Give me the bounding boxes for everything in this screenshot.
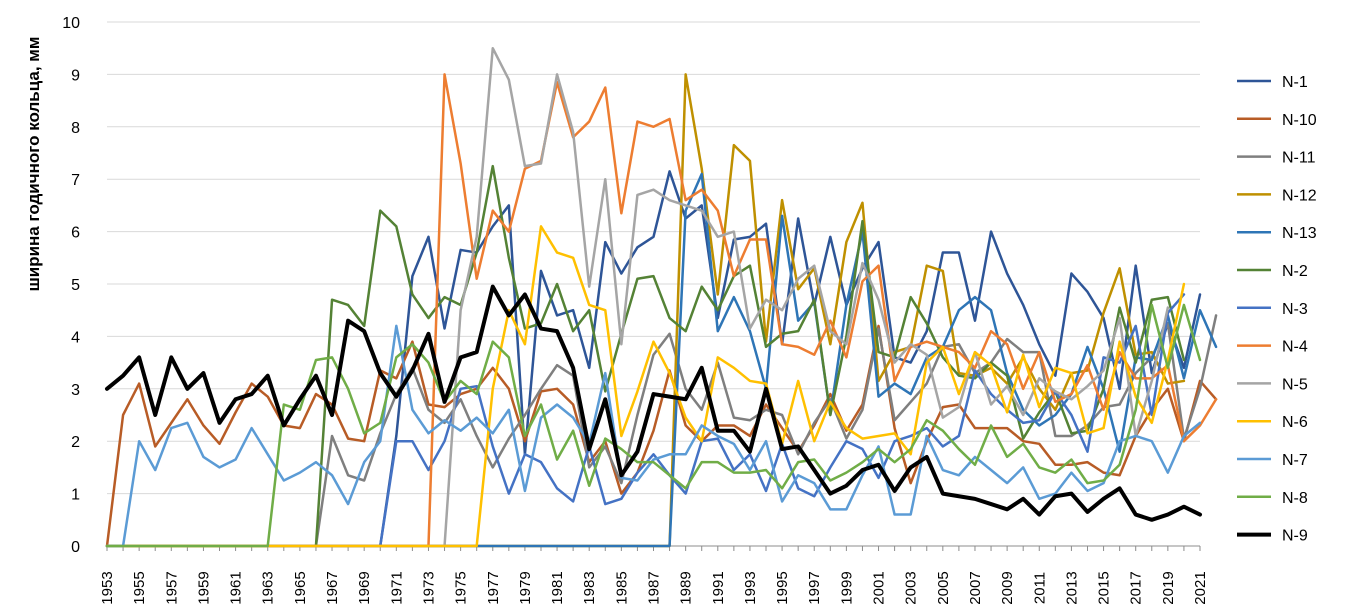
legend-label: N-4 bbox=[1282, 339, 1308, 356]
x-tick-label: 2015 bbox=[1096, 571, 1113, 604]
legend-item-n-7: N-7 bbox=[1237, 452, 1308, 469]
y-tick-label: 0 bbox=[71, 539, 80, 556]
legend-item-n-13: N-13 bbox=[1237, 225, 1317, 242]
x-tick-label: 2003 bbox=[903, 571, 920, 604]
legend-label: N-9 bbox=[1282, 528, 1308, 545]
y-tick-label: 1 bbox=[71, 487, 80, 504]
x-tick-label: 1997 bbox=[806, 571, 823, 604]
x-tick-label: 1957 bbox=[163, 571, 180, 604]
x-tick-label: 1963 bbox=[260, 571, 277, 604]
series-line-n-10 bbox=[105, 324, 1218, 548]
legend-label: N-8 bbox=[1282, 490, 1308, 507]
legend-item-n-3: N-3 bbox=[1237, 301, 1308, 318]
series-line-n-7 bbox=[105, 324, 1202, 548]
series-line-n-6 bbox=[105, 225, 1186, 548]
legend-label: N-1 bbox=[1282, 74, 1308, 91]
x-tick-label: 1987 bbox=[646, 571, 663, 604]
x-tick-label: 1995 bbox=[774, 571, 791, 604]
x-tick-labels: 1953 1955 1957 1959 1961 1963 1965 1967 1969 1971… bbox=[99, 571, 1209, 604]
series-line-n-8 bbox=[105, 303, 1202, 548]
x-tick-label: 1961 bbox=[228, 571, 245, 604]
x-tick-label: 2011 bbox=[1031, 572, 1048, 604]
x-tick-label: 2017 bbox=[1128, 571, 1145, 604]
legend-label: N-2 bbox=[1282, 263, 1308, 280]
x-tick-label: 1975 bbox=[453, 571, 470, 604]
legend: N-1 N-10 N-11 N-12 N-13 N-2 N-3 N-4 N-5 N-6 N-7 N-8… bbox=[1237, 74, 1317, 545]
legend-item-n-10: N-10 bbox=[1237, 112, 1317, 129]
legend-label: N-13 bbox=[1282, 225, 1317, 242]
x-tick-label: 2019 bbox=[1160, 571, 1177, 604]
y-tick-label: 10 bbox=[62, 15, 80, 32]
series-line-n-4 bbox=[105, 73, 1218, 548]
series-line-n-9 bbox=[105, 284, 1202, 522]
legend-label: N-10 bbox=[1282, 112, 1317, 129]
x-tick-label: 1985 bbox=[613, 571, 630, 604]
legend-item-n-6: N-6 bbox=[1237, 414, 1308, 431]
y-tick-label: 2 bbox=[71, 434, 80, 451]
x-tick-label: 1953 bbox=[99, 571, 116, 604]
x-tick-label: 2005 bbox=[935, 571, 952, 604]
x-tick-label: 1979 bbox=[517, 571, 534, 604]
x-tick-label: 2001 bbox=[871, 571, 888, 604]
y-tick-label: 6 bbox=[71, 225, 80, 242]
series-line-n-12 bbox=[105, 73, 1186, 548]
x-tick-label: 2013 bbox=[1063, 571, 1080, 604]
series-line-n-11 bbox=[105, 314, 1218, 548]
legend-item-n-11: N-11 bbox=[1237, 150, 1316, 167]
legend-label: N-5 bbox=[1282, 376, 1308, 393]
legend-item-n-12: N-12 bbox=[1237, 187, 1317, 204]
x-tick-label: 1993 bbox=[742, 571, 759, 604]
x-tick-label: 1967 bbox=[324, 571, 341, 604]
y-tick-label: 5 bbox=[71, 277, 80, 294]
y-tick-label: 3 bbox=[71, 382, 80, 399]
legend-item-n-5: N-5 bbox=[1237, 376, 1308, 393]
x-tick-label: 2021 bbox=[1192, 571, 1209, 604]
y-tick-label: 4 bbox=[71, 329, 80, 346]
y-tick-label: 9 bbox=[71, 67, 80, 84]
x-tick-label: 1955 bbox=[131, 571, 148, 604]
legend-item-n-2: N-2 bbox=[1237, 263, 1308, 280]
legend-item-n-1: N-1 bbox=[1237, 74, 1308, 91]
x-tick-label: 1989 bbox=[678, 571, 695, 604]
x-tick-label: 1971 bbox=[388, 571, 405, 604]
legend-item-n-8: N-8 bbox=[1237, 490, 1308, 507]
legend-item-n-9: N-9 bbox=[1237, 528, 1308, 545]
x-tick-label: 1981 bbox=[549, 571, 566, 604]
y-axis-label: ширина годичного кольца, мм bbox=[24, 37, 43, 292]
legend-label: N-6 bbox=[1282, 414, 1308, 431]
x-tick-label: 1965 bbox=[292, 571, 309, 604]
x-tick-label: 1973 bbox=[420, 571, 437, 604]
y-tick-label: 7 bbox=[71, 172, 80, 189]
x-tick-label: 1999 bbox=[838, 571, 855, 604]
x-tick-label: 1959 bbox=[195, 571, 212, 604]
legend-label: N-12 bbox=[1282, 187, 1317, 204]
x-tick-label: 1977 bbox=[485, 571, 502, 604]
x-tick-label: 2009 bbox=[999, 571, 1016, 604]
legend-item-n-4: N-4 bbox=[1237, 339, 1308, 356]
series-lines bbox=[105, 46, 1218, 548]
x-tick-label: 1969 bbox=[356, 571, 373, 604]
x-tick-label: 1983 bbox=[581, 571, 598, 604]
legend-label: N-7 bbox=[1282, 452, 1308, 469]
y-tick-labels: 0 1 2 3 4 5 6 7 8 9 10 bbox=[62, 15, 80, 556]
x-tick-label: 2007 bbox=[967, 571, 984, 604]
x-tick-label: 1991 bbox=[710, 571, 727, 604]
y-tick-label: 8 bbox=[71, 120, 80, 137]
legend-label: N-3 bbox=[1282, 301, 1308, 318]
legend-label: N-11 bbox=[1282, 150, 1316, 167]
